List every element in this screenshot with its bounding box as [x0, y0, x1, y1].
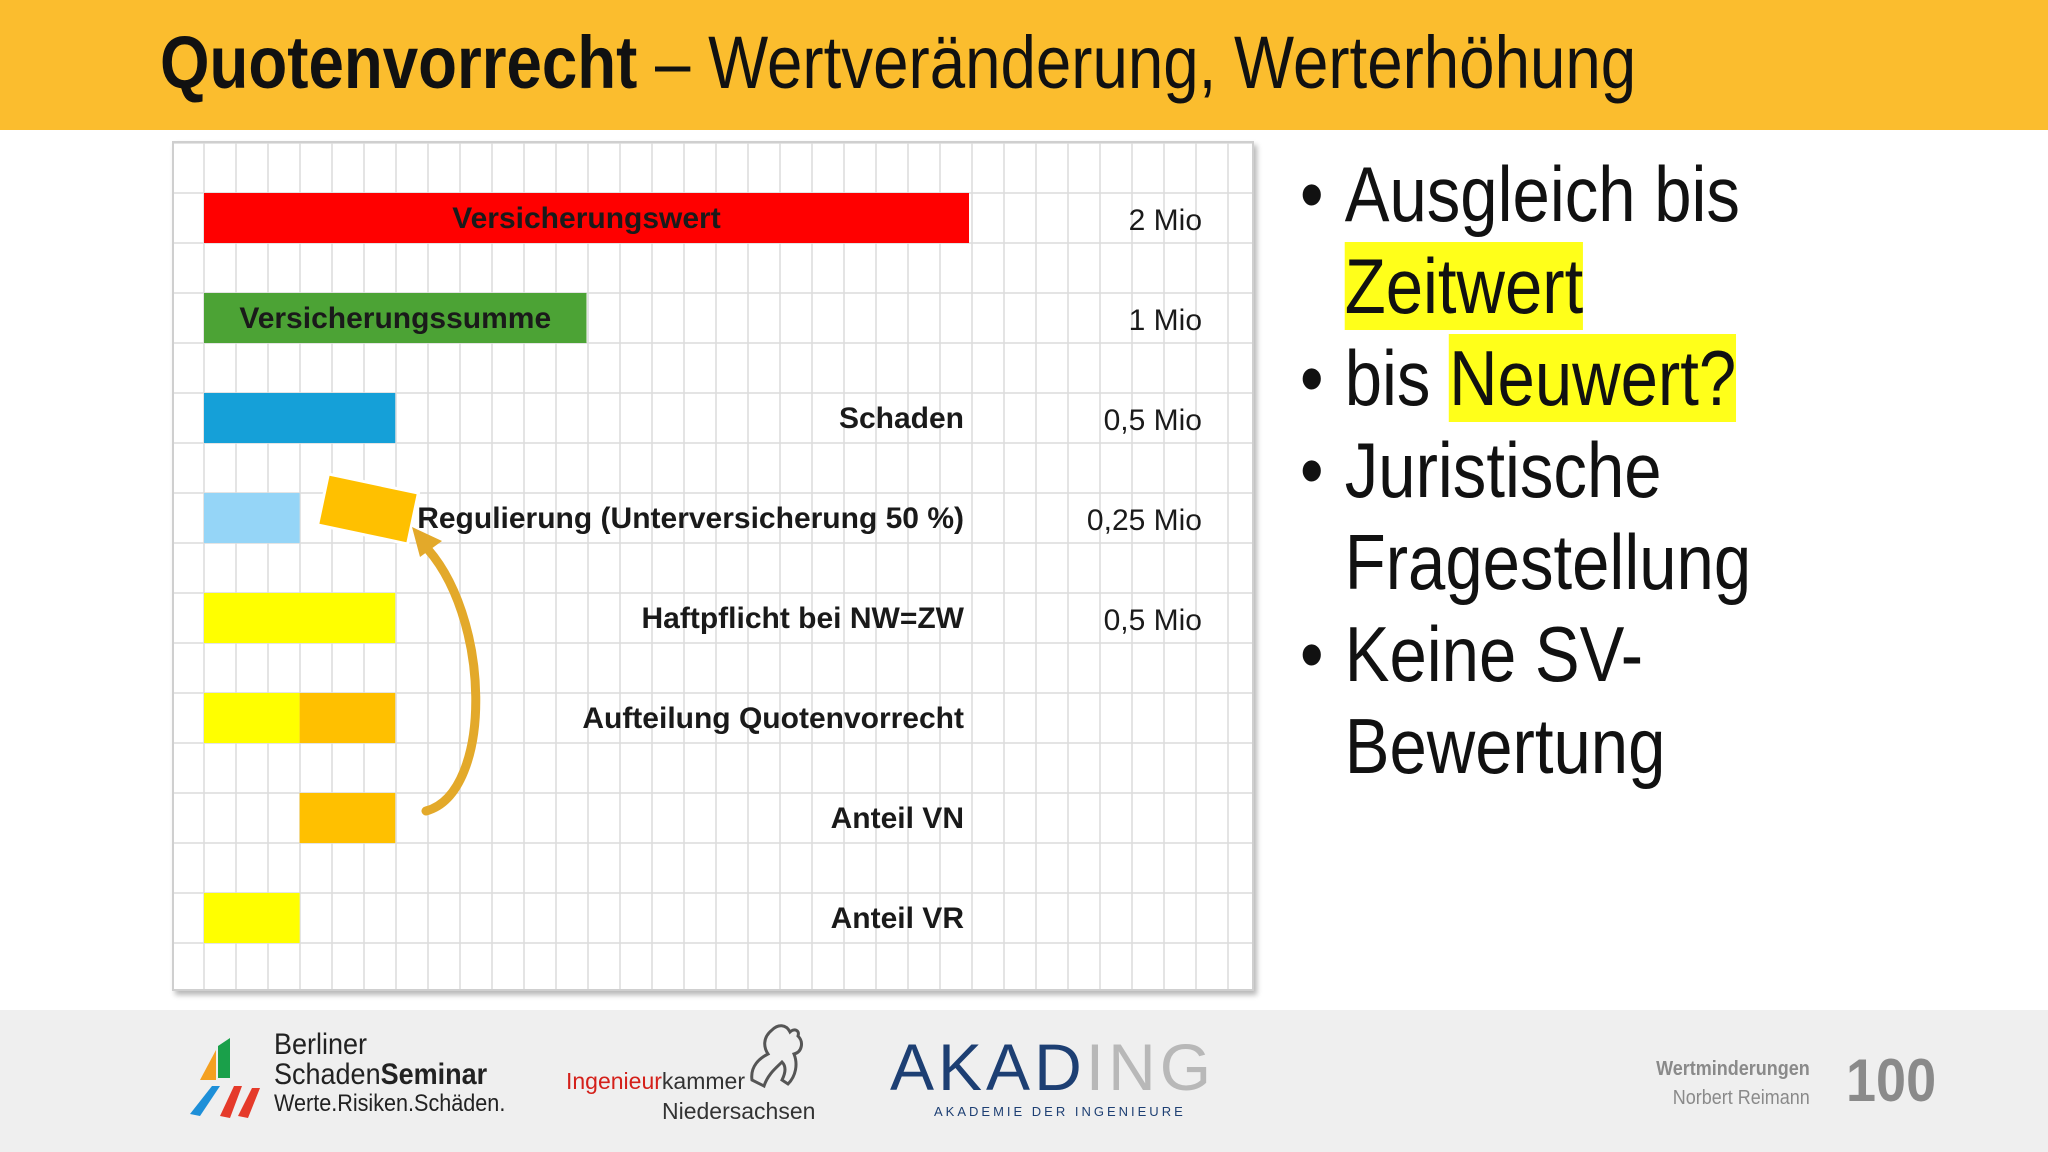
- ik-black: kammer: [661, 1068, 745, 1094]
- bullet-4-line2: Bewertung: [1344, 702, 1666, 790]
- bullet-item-1: Ausgleich bis Zeitwert: [1300, 148, 1919, 332]
- value-label-5: 0,5 Mio: [1104, 604, 1202, 637]
- bar-label-5: Haftpflicht bei NW=ZW: [642, 602, 965, 635]
- bar-chart: Versicherungswert 2 Mio Versicherungssumme…: [172, 141, 1254, 991]
- bar-label-1: Versicherungswert: [452, 202, 720, 235]
- arrow-head-icon: [412, 527, 442, 557]
- value-label-4: 0,25 Mio: [1087, 504, 1202, 537]
- bss-emblem-icon: [190, 1038, 260, 1118]
- chart-svg: Versicherungswert 2 Mio Versicherungssumme…: [174, 143, 1252, 989]
- bullet-1-highlight: Zeitwert: [1344, 242, 1584, 330]
- bar-4-seg-1: [204, 493, 300, 543]
- value-label-2: 1 Mio: [1129, 304, 1202, 337]
- bar-5-seg-1: [204, 593, 396, 643]
- akading-wordmark: AKADING: [890, 1032, 1215, 1102]
- bullet-4-line1: Keine SV-: [1344, 610, 1644, 698]
- bullet-2-highlight: Neuwert?: [1449, 334, 1737, 422]
- orange-moved-block: [315, 472, 421, 546]
- bss-line2-a: Schaden: [274, 1058, 381, 1091]
- bullet-item-4: Keine SV- Bewertung: [1300, 608, 1919, 792]
- bullet-3-line2: Fragestellung: [1344, 518, 1752, 606]
- bar-3-seg-1: [204, 393, 396, 443]
- bar-label-6: Aufteilung Quotenvorrecht: [582, 702, 964, 735]
- value-label-3: 0,5 Mio: [1104, 404, 1202, 437]
- bullet-item-3: Juristische Fragestellung: [1300, 424, 1919, 608]
- bar-2-seg-1: [204, 293, 587, 343]
- bullet-2-text: bis: [1344, 334, 1450, 422]
- bullet-3-line1: Juristische: [1344, 426, 1662, 514]
- bar-7-seg-1: [299, 793, 396, 843]
- title-bar: Quotenvorrecht – Wertveränderung, Werter…: [0, 0, 2048, 130]
- ik-line2: Niedersachsen: [662, 1098, 816, 1124]
- akademie-subtitle: AKADEMIE DER INGENIEURE: [934, 1104, 1186, 1119]
- bar-6-seg-1: [204, 693, 300, 743]
- page-number: 100: [1846, 1047, 1937, 1114]
- value-label-1: 2 Mio: [1129, 204, 1202, 237]
- meta-title: Wertminderungen: [1656, 1058, 1810, 1080]
- akading-logo: AKADING AKADEMIE DER INGENIEURE: [890, 1032, 1211, 1120]
- horse-icon: [750, 1024, 803, 1089]
- curved-arrow-icon: [417, 538, 481, 816]
- bss-line1: Berliner: [274, 1028, 368, 1061]
- footer-bar: [0, 1010, 2048, 1152]
- meta-author: Norbert Reimann: [1672, 1087, 1810, 1109]
- bar-label-4: Regulierung (Unterversicherung 50 %): [417, 502, 964, 535]
- berliner-schadenseminar-logo: Berliner SchadenSeminar Werte.Risiken.Sc…: [186, 1028, 505, 1122]
- page-meta: Wertminderungen Norbert Reimann: [1639, 1058, 1810, 1110]
- bar-label-8: Anteil VR: [831, 902, 965, 935]
- ingenieurkammer-logo: Ingenieurkammer Niedersachsen: [566, 1018, 826, 1128]
- akading-part-a: AKAD: [890, 1030, 1086, 1104]
- bar-8-seg-1: [204, 893, 300, 943]
- bss-line3: Werte.Risiken.Schäden.: [274, 1090, 506, 1117]
- bss-line2-b: Seminar: [380, 1058, 488, 1091]
- ik-red: Ingenieur: [566, 1068, 662, 1094]
- slide-title-rest: – Wertveränderung, Werterhöhung: [637, 21, 1637, 104]
- bar-label-2: Versicherungssumme: [239, 302, 551, 335]
- bar-6-seg-2: [299, 693, 396, 743]
- bullet-list: Ausgleich bis Zeitwert bis Neuwert? Juri…: [1300, 148, 2020, 792]
- bar-label-7: Anteil VN: [831, 802, 964, 835]
- ik-line1: Ingenieurkammer: [566, 1068, 745, 1095]
- akading-part-b: ING: [1085, 1030, 1216, 1104]
- bullet-item-2: bis Neuwert?: [1300, 332, 1919, 424]
- bss-line2: SchadenSeminar: [274, 1058, 487, 1092]
- bar-label-3: Schaden: [839, 402, 964, 435]
- slide-title: Quotenvorrecht – Wertveränderung, Werter…: [160, 18, 1636, 108]
- bar-1-seg-1: [204, 193, 969, 243]
- slide-title-bold: Quotenvorrecht: [160, 21, 638, 104]
- bullet-1-text: Ausgleich bis: [1344, 150, 1740, 238]
